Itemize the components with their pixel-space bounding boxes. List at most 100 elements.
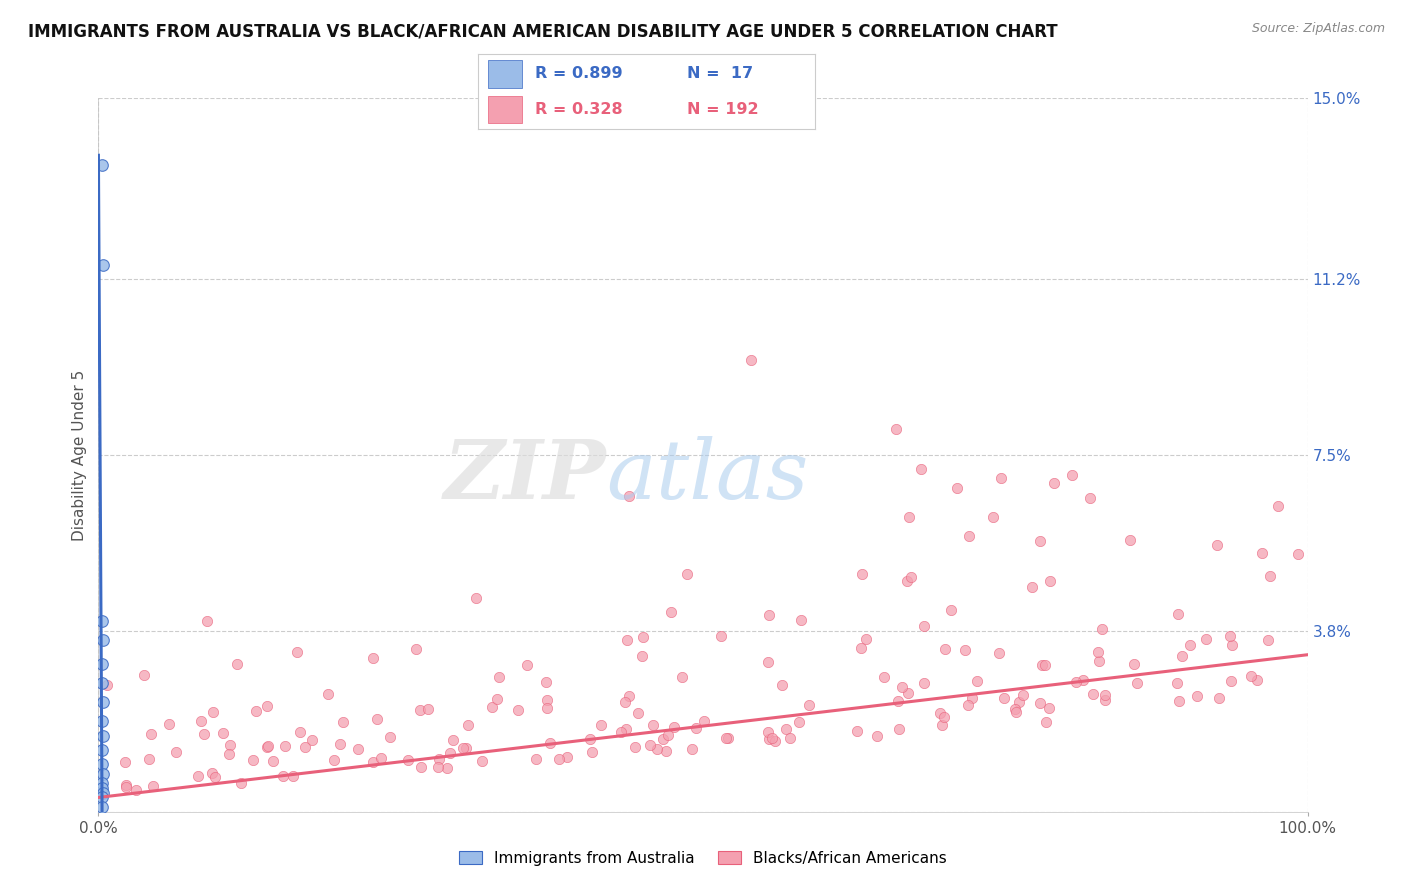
Point	[1029, 534, 1052, 549]
Point	[322, 753, 344, 767]
Point	[548, 752, 571, 766]
Point	[981, 509, 1004, 524]
Point	[201, 705, 224, 719]
Point	[1031, 658, 1053, 673]
Point	[849, 640, 872, 655]
Point	[332, 714, 354, 729]
Point	[91, 258, 114, 272]
Point	[681, 741, 703, 756]
Point	[1071, 673, 1094, 688]
Point	[91, 695, 114, 709]
Point	[1088, 654, 1111, 668]
Point	[201, 765, 224, 780]
Point	[409, 703, 432, 717]
Point	[740, 352, 762, 367]
Point	[897, 686, 920, 700]
Point	[218, 738, 240, 752]
Point	[555, 750, 578, 764]
Point	[790, 613, 813, 627]
Point	[190, 714, 212, 729]
Y-axis label: Disability Age Under 5: Disability Age Under 5	[72, 369, 87, 541]
Point	[934, 642, 956, 657]
Point	[613, 695, 636, 709]
Text: atlas: atlas	[606, 436, 808, 516]
Point	[471, 754, 494, 768]
Point	[1220, 673, 1243, 688]
Point	[486, 692, 509, 706]
Text: N = 192: N = 192	[688, 102, 759, 117]
Point	[1083, 687, 1105, 701]
Point	[411, 760, 433, 774]
Point	[1258, 569, 1281, 583]
Point	[645, 742, 668, 756]
Point	[125, 783, 148, 797]
Point	[91, 743, 114, 757]
Point	[257, 739, 280, 753]
Point	[676, 566, 699, 581]
Point	[229, 776, 252, 790]
Point	[758, 607, 780, 622]
Point	[1035, 715, 1057, 730]
Point	[516, 657, 538, 672]
Point	[256, 698, 278, 713]
Point	[591, 718, 613, 732]
Point	[91, 615, 114, 629]
Point	[242, 753, 264, 767]
Point	[987, 646, 1010, 660]
Point	[274, 739, 297, 753]
Point	[301, 733, 323, 747]
Point	[617, 490, 640, 504]
Point	[91, 714, 114, 729]
Point	[623, 739, 645, 754]
Point	[294, 739, 316, 754]
Point	[1004, 705, 1026, 719]
Point	[797, 698, 820, 712]
Point	[1028, 696, 1050, 710]
Point	[193, 727, 215, 741]
Point	[957, 698, 980, 712]
Point	[1042, 476, 1064, 491]
Point	[1021, 580, 1043, 594]
Point	[436, 761, 458, 775]
Point	[262, 754, 284, 768]
Point	[756, 725, 779, 739]
Point	[581, 745, 603, 759]
Text: R = 0.899: R = 0.899	[536, 67, 623, 81]
Point	[887, 694, 910, 708]
Bar	[488, 96, 522, 123]
Point	[900, 570, 922, 584]
Point	[1123, 657, 1146, 672]
Point	[887, 723, 910, 737]
Point	[855, 632, 877, 647]
Point	[896, 574, 918, 589]
Point	[1094, 692, 1116, 706]
Point	[132, 667, 155, 681]
Point	[717, 731, 740, 745]
Point	[1038, 701, 1060, 715]
Point	[427, 752, 450, 766]
Point	[488, 670, 510, 684]
Point	[361, 755, 384, 769]
Point	[1087, 645, 1109, 659]
Point	[218, 747, 240, 761]
Point	[1091, 622, 1114, 636]
Point	[1167, 607, 1189, 621]
Point	[91, 633, 114, 648]
Point	[287, 645, 309, 659]
Point	[1239, 669, 1261, 683]
Point	[616, 722, 638, 736]
Point	[361, 650, 384, 665]
Point	[536, 675, 558, 690]
Point	[578, 731, 600, 746]
Point	[990, 471, 1012, 485]
Point	[165, 745, 187, 759]
Point	[617, 689, 640, 703]
Point	[416, 702, 439, 716]
Point	[115, 778, 138, 792]
Point	[912, 676, 935, 690]
Point	[993, 691, 1015, 706]
Point	[1195, 632, 1218, 647]
Point	[610, 725, 633, 739]
Point	[946, 481, 969, 495]
Point	[378, 730, 401, 744]
